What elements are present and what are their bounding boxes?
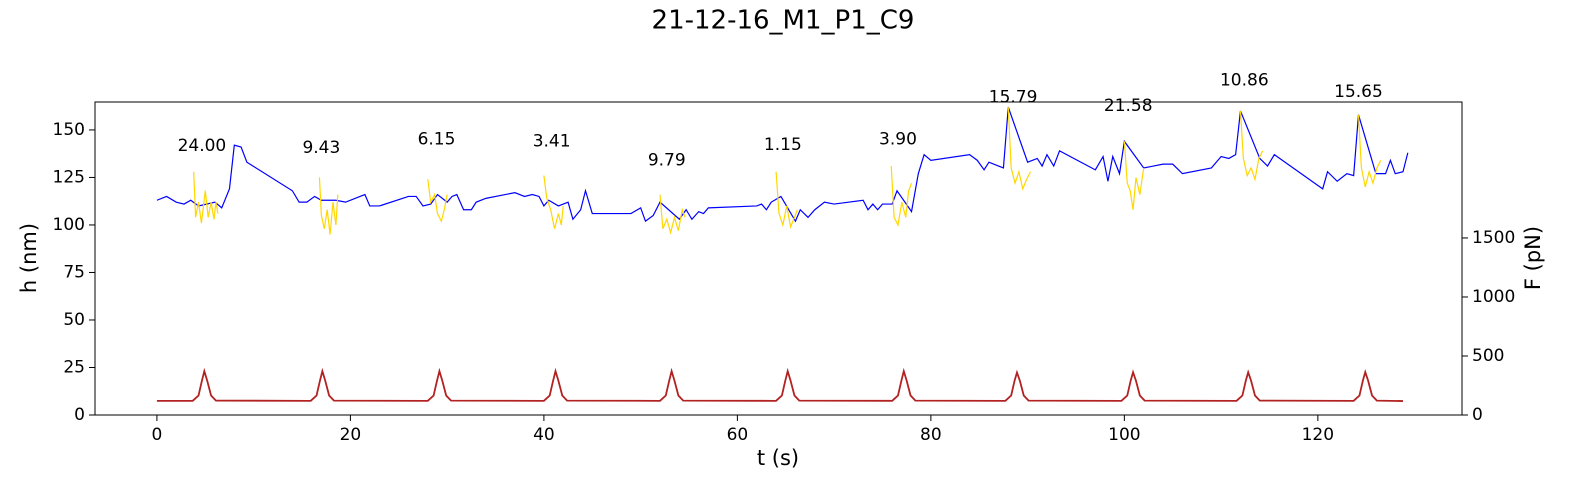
annotation: 15.65 [1334, 82, 1383, 102]
series-line [156, 106, 1409, 223]
y2-tick-label: 0 [1472, 405, 1483, 425]
y-tick-label: 25 [63, 357, 85, 377]
annotation: 3.41 [533, 131, 571, 151]
x-tick-label: 80 [920, 425, 942, 445]
y-tick-label: 100 [53, 215, 85, 235]
x-tick-label: 20 [340, 425, 362, 445]
y-tick-label: 75 [63, 262, 85, 282]
x-tick-label: 40 [533, 425, 555, 445]
series-line [156, 367, 1404, 402]
y2-axis-label: F (pN) [1521, 226, 1545, 290]
y-tick-label: 50 [63, 310, 85, 330]
annotation: 9.43 [302, 138, 340, 158]
annotation: 1.15 [764, 135, 802, 155]
annotation: 3.90 [879, 129, 917, 149]
y-axis-label: h (nm) [17, 223, 41, 293]
x-tick-label: 100 [1108, 425, 1140, 445]
series-line [193, 107, 1382, 235]
y2-tick-label: 500 [1472, 346, 1504, 366]
annotation: 10.86 [1220, 71, 1269, 91]
x-tick-label: 120 [1302, 425, 1334, 445]
annotation: 15.79 [989, 88, 1038, 108]
y2-tick-label: 1500 [1472, 228, 1515, 248]
y-tick-label: 125 [53, 167, 85, 187]
plot-frame [94, 101, 1463, 416]
x-axis-label: t (s) [757, 446, 799, 470]
annotation: 24.00 [178, 136, 227, 156]
y-tick-label: 150 [53, 120, 85, 140]
annotation: 9.79 [648, 150, 686, 170]
y-tick-label: 0 [74, 405, 85, 425]
y2-tick-label: 1000 [1472, 287, 1515, 307]
x-tick-label: 60 [727, 425, 749, 445]
annotation: 6.15 [418, 129, 456, 149]
annotation: 21.58 [1104, 96, 1153, 116]
x-tick-label: 0 [152, 425, 163, 445]
chart-title: 21-12-16_M1_P1_C9 [652, 6, 915, 36]
